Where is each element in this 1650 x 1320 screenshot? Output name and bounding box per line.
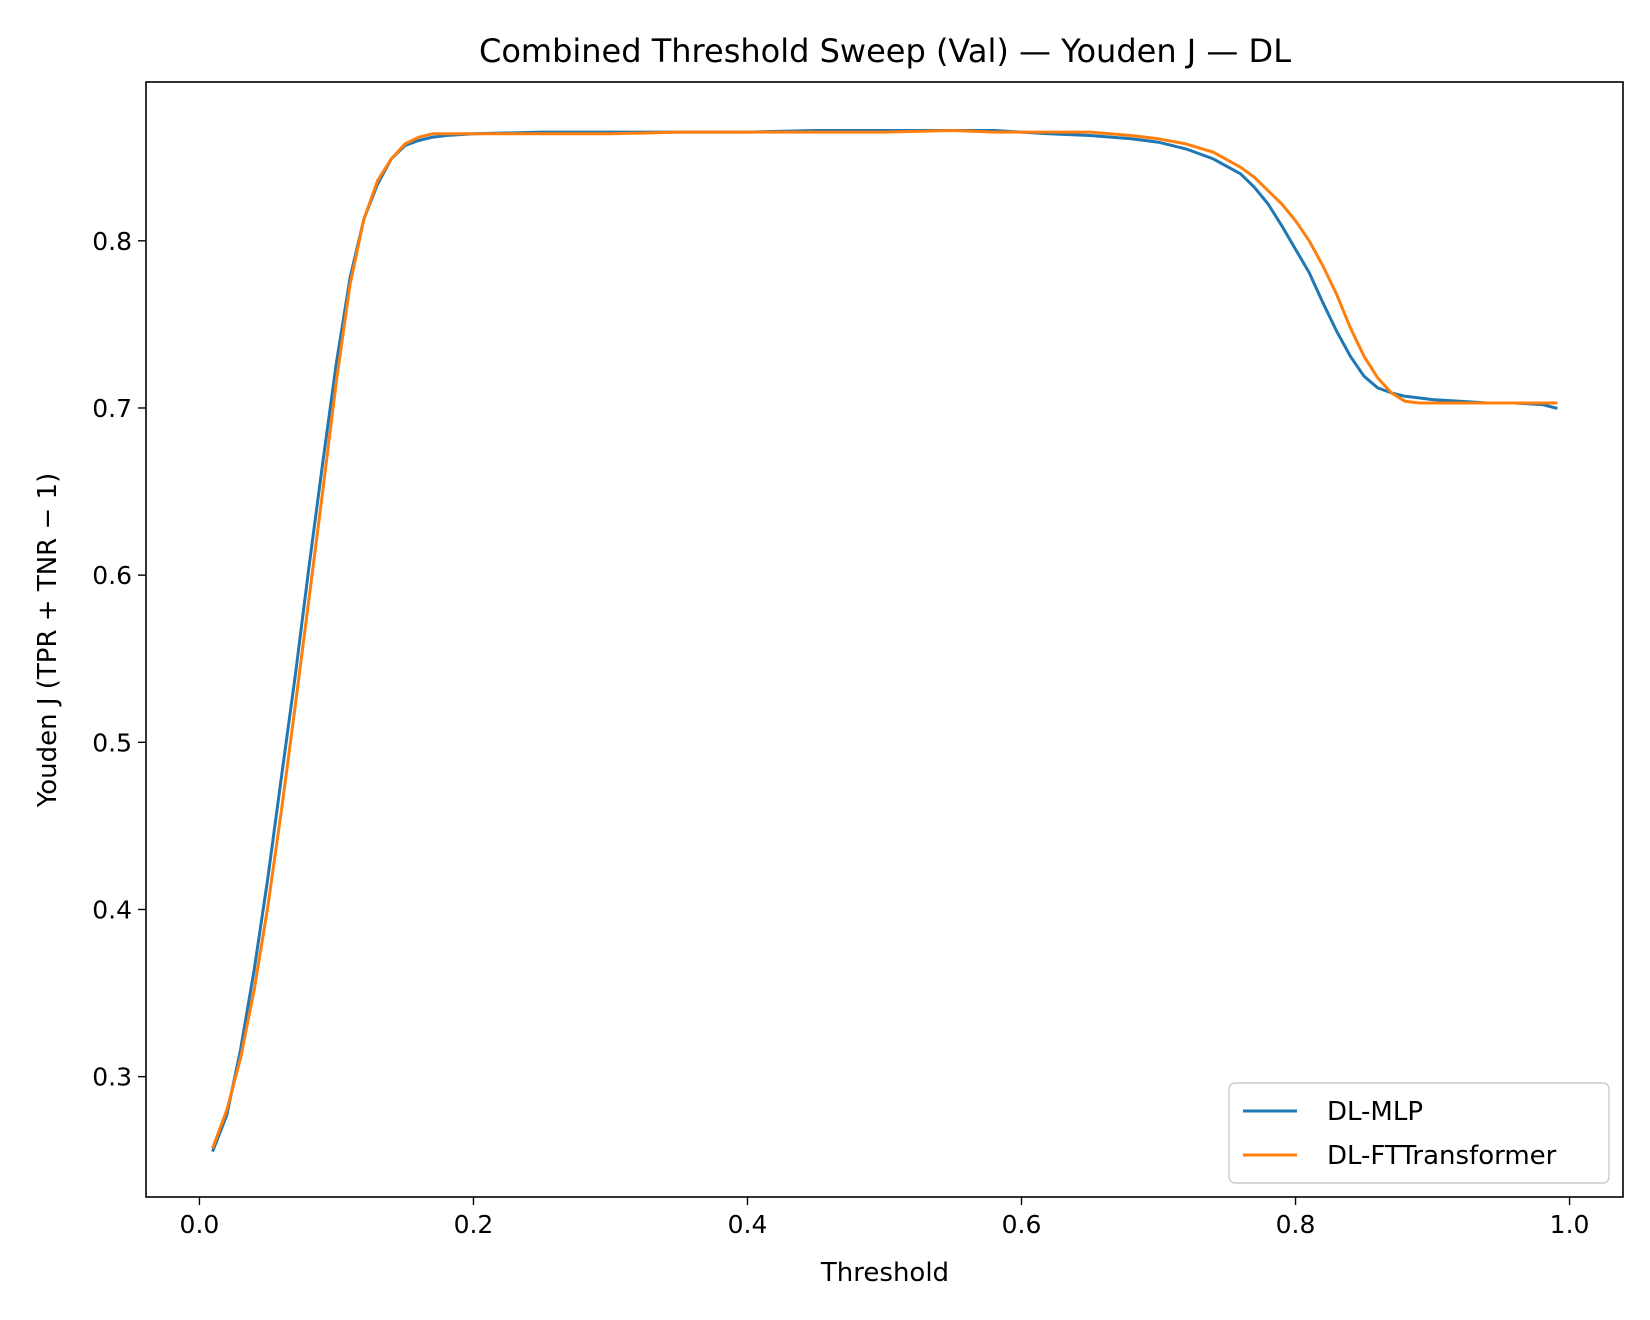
series-line-dl-fttransformer <box>211 129 1558 1149</box>
legend: DL-MLP DL-FTTransformer <box>1228 1082 1610 1184</box>
y-tick-label: 0.3 <box>92 1063 132 1092</box>
x-axis-label: Threshold <box>820 1258 949 1288</box>
y-axis: 0.3 0.4 0.5 0.6 0.7 0.8 <box>92 227 146 1092</box>
x-tick-label: 0.0 <box>180 1210 220 1239</box>
x-tick-label: 0.4 <box>728 1210 768 1239</box>
y-tick-label: 0.5 <box>92 728 132 757</box>
y-tick-label: 0.6 <box>92 561 132 590</box>
legend-box <box>1228 1082 1610 1184</box>
legend-label: DL-MLP <box>1327 1097 1423 1127</box>
plot-frame <box>145 81 1624 1198</box>
y-tick-label: 0.8 <box>92 227 132 256</box>
chart-title: Combined Threshold Sweep (Val) — Youden … <box>479 32 1291 70</box>
x-tick-label: 0.2 <box>454 1210 494 1239</box>
x-tick-label: 0.8 <box>1276 1210 1316 1239</box>
y-tick-label: 0.4 <box>92 895 132 924</box>
x-tick-label: 1.0 <box>1550 1210 1590 1239</box>
plot-area <box>211 129 1558 1153</box>
x-tick-label: 0.6 <box>1002 1210 1042 1239</box>
x-axis: 0.0 0.2 0.4 0.6 0.8 1.0 <box>180 1197 1590 1239</box>
y-axis-label: Youden J (TPR + TNR − 1) <box>33 473 63 808</box>
legend-label: DL-FTTransformer <box>1327 1141 1557 1171</box>
y-tick-label: 0.7 <box>92 394 132 423</box>
